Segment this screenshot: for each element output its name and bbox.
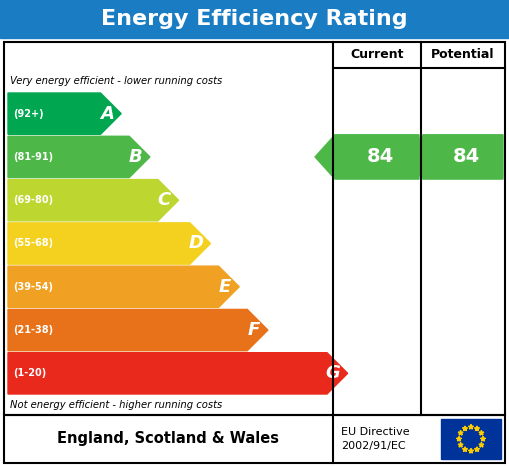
Polygon shape [463, 426, 467, 431]
Polygon shape [8, 136, 150, 177]
Text: Not energy efficient - higher running costs: Not energy efficient - higher running co… [10, 400, 222, 410]
Text: E: E [218, 278, 231, 296]
Polygon shape [8, 353, 348, 394]
Polygon shape [457, 436, 462, 441]
Text: Current: Current [350, 49, 404, 62]
Bar [4, 415, 505, 463]
Polygon shape [479, 431, 484, 435]
Text: F: F [247, 321, 260, 339]
Polygon shape [8, 93, 121, 134]
Text: (39-54): (39-54) [13, 282, 53, 292]
Text: G: G [326, 364, 341, 382]
Polygon shape [8, 180, 179, 221]
Text: B: B [129, 148, 143, 166]
Polygon shape [8, 266, 239, 307]
Polygon shape [458, 431, 463, 435]
Text: (55-68): (55-68) [13, 239, 53, 248]
Text: Energy Efficiency Rating: Energy Efficiency Rating [101, 9, 408, 29]
Text: (1-20): (1-20) [13, 368, 46, 378]
Polygon shape [474, 447, 479, 452]
Text: C: C [157, 191, 171, 209]
Text: A: A [100, 105, 114, 123]
Text: (81-91): (81-91) [13, 152, 53, 162]
Polygon shape [468, 448, 473, 453]
Polygon shape [479, 442, 484, 447]
Text: 2002/91/EC: 2002/91/EC [341, 441, 406, 451]
Text: Very energy efficient - lower running costs: Very energy efficient - lower running co… [10, 76, 222, 86]
Text: D: D [188, 234, 204, 253]
Text: (69-80): (69-80) [13, 195, 53, 205]
Bar [0, 0, 509, 38]
Polygon shape [474, 426, 479, 431]
Polygon shape [463, 447, 467, 452]
Text: EU Directive: EU Directive [341, 427, 410, 437]
Text: (92+): (92+) [13, 109, 44, 119]
Polygon shape [8, 310, 268, 351]
Text: 84: 84 [366, 148, 393, 166]
Bar [4, 42, 505, 415]
Text: Potential: Potential [431, 49, 495, 62]
Polygon shape [403, 135, 503, 179]
Bar [441, 419, 501, 459]
Polygon shape [480, 436, 486, 441]
Text: (21-38): (21-38) [13, 325, 53, 335]
Polygon shape [8, 223, 211, 264]
Text: 84: 84 [453, 148, 479, 166]
Text: England, Scotland & Wales: England, Scotland & Wales [58, 432, 279, 446]
Polygon shape [458, 442, 463, 447]
Polygon shape [315, 135, 419, 179]
Polygon shape [468, 425, 473, 429]
